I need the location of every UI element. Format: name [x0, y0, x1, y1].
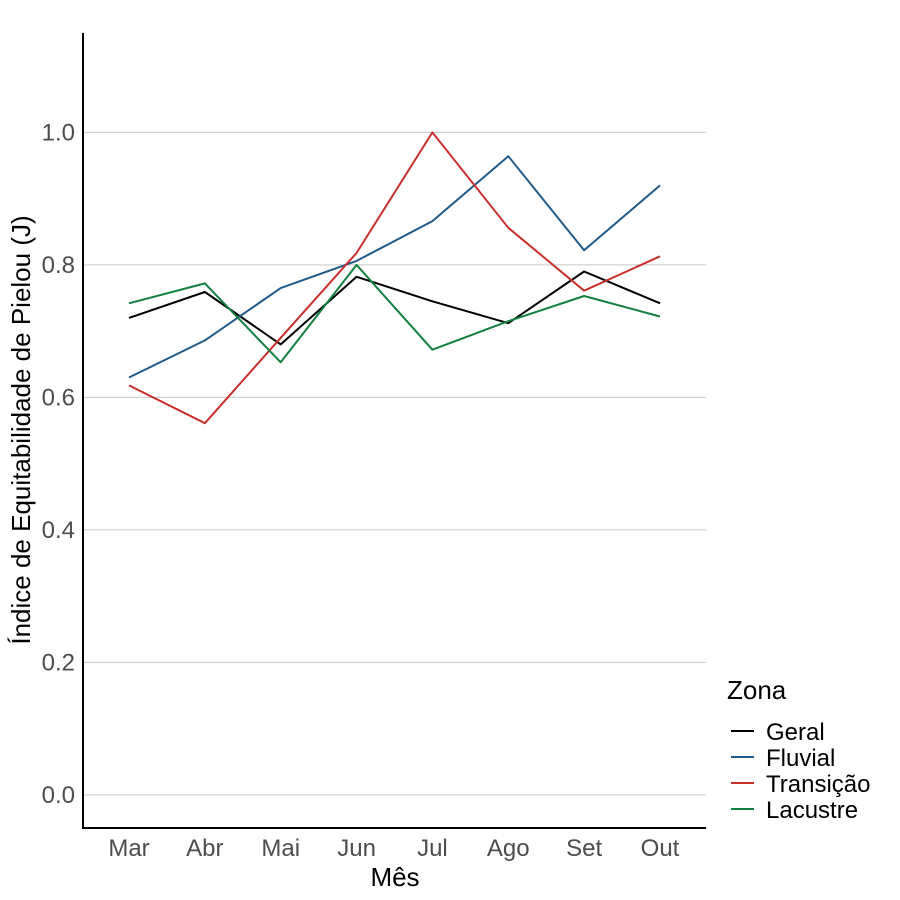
legend-label: Fluvial [766, 745, 835, 772]
x-tick-label: Jun [337, 835, 376, 862]
series-layer [128, 131, 661, 425]
y-tick-label: 0.6 [42, 384, 75, 411]
x-tick-labels: Mar Abr Mai Jun Jul Ago Set Out [108, 835, 679, 862]
y-axis-title: Índice de Equitabilidade de Pielou (J) [6, 215, 36, 644]
y-tick-label: 0.2 [42, 649, 75, 676]
y-tick-label: 0.8 [42, 252, 75, 279]
x-tick-label: Abr [186, 835, 223, 862]
legend-title: Zona [727, 675, 787, 705]
legend-item: Transição [731, 771, 870, 798]
legend-label: Lacustre [766, 797, 858, 824]
x-tick-label: Set [566, 835, 602, 862]
y-tick-labels: 0.0 0.2 0.4 0.6 0.8 1.0 [42, 119, 75, 809]
series-line-lacustre [128, 263, 661, 364]
x-tick-label: Ago [487, 835, 530, 862]
legend-item: Lacustre [731, 797, 858, 824]
legend-label: Geral [766, 719, 825, 746]
x-tick-label: Jul [417, 835, 448, 862]
series-line-fluvial [128, 155, 661, 379]
x-tick-label: Mar [108, 835, 149, 862]
axes [82, 33, 706, 829]
y-tick-label: 1.0 [42, 119, 75, 146]
legend-item: Geral [731, 719, 825, 746]
x-axis-title: Mês [370, 862, 419, 892]
legend-item: Fluvial [731, 745, 835, 772]
x-tick-label: Out [641, 835, 680, 862]
x-tick-label: Mai [261, 835, 300, 862]
legend-label: Transição [766, 771, 870, 798]
grid-lines [83, 131, 706, 796]
y-tick-label: 0.4 [42, 517, 75, 544]
series-line-transicao [128, 131, 661, 425]
y-tick-label: 0.0 [42, 782, 75, 809]
